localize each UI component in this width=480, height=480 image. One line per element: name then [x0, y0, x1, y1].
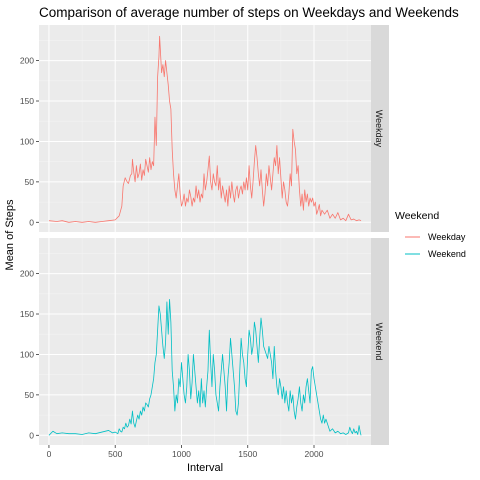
panel-weekend-background — [39, 238, 371, 445]
x-tick-label: 0 — [47, 449, 52, 459]
y-tick-label: 50 — [25, 177, 35, 187]
legend: Weekend Weekday Weekend — [395, 210, 466, 259]
x-tick-label: 1000 — [172, 449, 191, 459]
y-axis-weekend: 0 50 100 150 200 — [20, 269, 39, 440]
strip-weekday — [371, 25, 389, 232]
y-tick-label: 50 — [25, 390, 35, 400]
panel-weekend: Weekend — [39, 238, 389, 445]
series-line-weekend — [48, 299, 362, 436]
x-axis: 0 500 1000 1500 2000 — [47, 445, 324, 459]
y-axis-title: Mean of Steps — [4, 199, 16, 270]
legend-item-weekday: Weekday — [405, 232, 466, 242]
x-tick-label: 1500 — [238, 449, 257, 459]
panel-weekday-background — [39, 25, 371, 232]
y-tick-label: 100 — [20, 136, 34, 146]
y-tick-label: 150 — [20, 96, 34, 106]
series-line-weekday — [48, 35, 362, 223]
y-tick-label: 0 — [29, 217, 34, 227]
y-tick-label: 200 — [20, 269, 34, 279]
legend-item-weekend: Weekend — [405, 249, 466, 259]
strip-weekend-label: Weekend — [374, 323, 384, 361]
x-tick-label: 500 — [108, 449, 122, 459]
panel-weekday: Weekday — [39, 25, 389, 232]
strip-weekend — [371, 238, 389, 445]
legend-label-weekday: Weekday — [428, 232, 466, 242]
x-tick-label: 2000 — [305, 449, 324, 459]
panel-weekend-series — [48, 299, 362, 436]
legend-label-weekend: Weekend — [428, 249, 466, 259]
chart-title: Comparison of average number of steps on… — [39, 5, 459, 20]
panel-weekend-grid — [39, 238, 371, 445]
y-tick-label: 100 — [20, 349, 34, 359]
x-axis-title: Interval — [187, 462, 223, 474]
y-tick-label: 0 — [29, 430, 34, 440]
y-axis-weekday: 0 50 100 150 200 — [20, 56, 39, 227]
y-tick-label: 200 — [20, 56, 34, 66]
panel-weekday-series — [48, 35, 362, 223]
y-tick-label: 150 — [20, 309, 34, 319]
legend-title: Weekend — [395, 210, 439, 222]
strip-weekday-label: Weekday — [374, 110, 384, 148]
